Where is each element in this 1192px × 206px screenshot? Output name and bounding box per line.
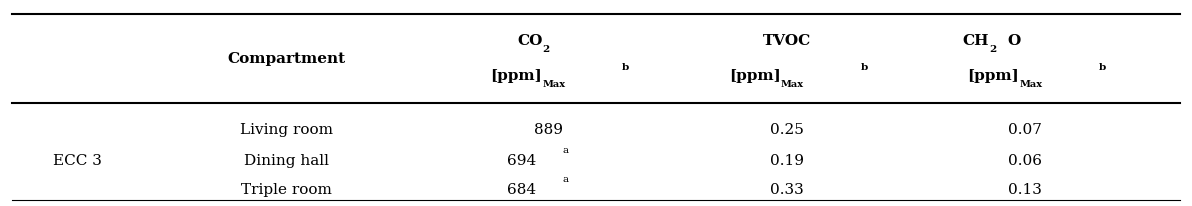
Text: 684: 684	[508, 183, 536, 197]
Text: b: b	[622, 63, 629, 73]
Text: 889: 889	[534, 123, 563, 137]
Text: 0.19: 0.19	[770, 154, 803, 168]
Text: 2: 2	[542, 45, 550, 54]
Text: Living room: Living room	[240, 123, 333, 137]
Text: Compartment: Compartment	[226, 52, 346, 66]
Text: a: a	[563, 175, 569, 184]
Text: [ppm]: [ppm]	[730, 69, 781, 83]
Text: b: b	[1099, 63, 1106, 73]
Text: 694: 694	[507, 154, 536, 168]
Text: CO: CO	[517, 34, 542, 48]
Text: 0.07: 0.07	[1008, 123, 1042, 137]
Text: O: O	[1007, 34, 1020, 48]
Text: 2: 2	[989, 45, 997, 54]
Text: ECC 3: ECC 3	[52, 154, 103, 168]
Text: Max: Max	[542, 80, 565, 89]
Text: 0.33: 0.33	[770, 183, 803, 197]
Text: a: a	[563, 146, 569, 155]
Text: Max: Max	[781, 80, 803, 89]
Text: 0.25: 0.25	[770, 123, 803, 137]
Text: b: b	[861, 63, 868, 73]
Text: [ppm]: [ppm]	[968, 69, 1019, 83]
Text: Dining hall: Dining hall	[243, 154, 329, 168]
Text: Triple room: Triple room	[241, 183, 331, 197]
Text: 0.06: 0.06	[1008, 154, 1042, 168]
Text: TVOC: TVOC	[763, 34, 811, 48]
Text: Max: Max	[1019, 80, 1042, 89]
Text: 0.13: 0.13	[1008, 183, 1042, 197]
Text: [ppm]: [ppm]	[491, 69, 542, 83]
Text: CH: CH	[963, 34, 989, 48]
